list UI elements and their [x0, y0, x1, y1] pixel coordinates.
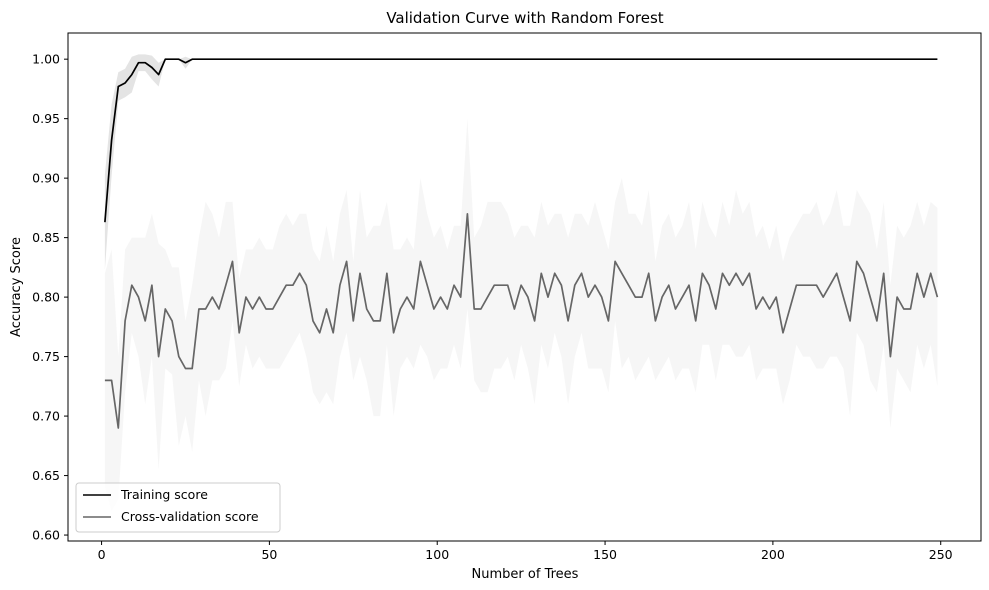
y-tick-label: 0.95 — [32, 111, 60, 126]
x-tick-label: 0 — [98, 547, 106, 562]
series-line-cross-validation — [104, 212, 939, 429]
y-axis: 0.60 0.65 0.70 0.75 0.80 0.85 0.90 0.95 1.00 — [32, 52, 68, 543]
y-tick-label: 0.70 — [32, 409, 60, 424]
y-tick-label: 0.65 — [32, 468, 60, 483]
chart-title: Validation Curve with Random Forest — [386, 9, 663, 27]
series-lines — [104, 58, 939, 429]
x-tick-label: 200 — [761, 547, 785, 562]
x-axis: 0 50 100 150 200 250 — [98, 541, 953, 562]
x-tick-label: 50 — [261, 547, 277, 562]
x-tick-label: 100 — [425, 547, 449, 562]
x-tick-label: 250 — [929, 547, 953, 562]
y-axis-title: Accuracy Score — [9, 237, 24, 337]
legend-box — [75, 482, 281, 533]
plot-frame — [67, 32, 982, 542]
y-tick-label: 0.85 — [32, 230, 60, 245]
plot-area — [104, 54, 939, 512]
legend: Training score Cross-validation score — [75, 482, 281, 533]
x-axis-title: Number of Trees — [472, 567, 579, 582]
legend-label-cross-validation: Cross-validation score — [121, 509, 259, 524]
y-tick-label: 1.00 — [32, 52, 60, 67]
series-line-training — [104, 58, 938, 223]
y-tick-label: 0.75 — [32, 349, 60, 364]
x-tick-label: 150 — [593, 547, 617, 562]
y-tick-label: 0.60 — [32, 528, 60, 543]
y-tick-label: 0.90 — [32, 171, 60, 186]
legend-label-training: Training score — [120, 487, 208, 502]
y-tick-label: 0.80 — [32, 290, 60, 305]
std-bands — [104, 54, 938, 512]
std-band-cross-validation — [104, 118, 938, 512]
